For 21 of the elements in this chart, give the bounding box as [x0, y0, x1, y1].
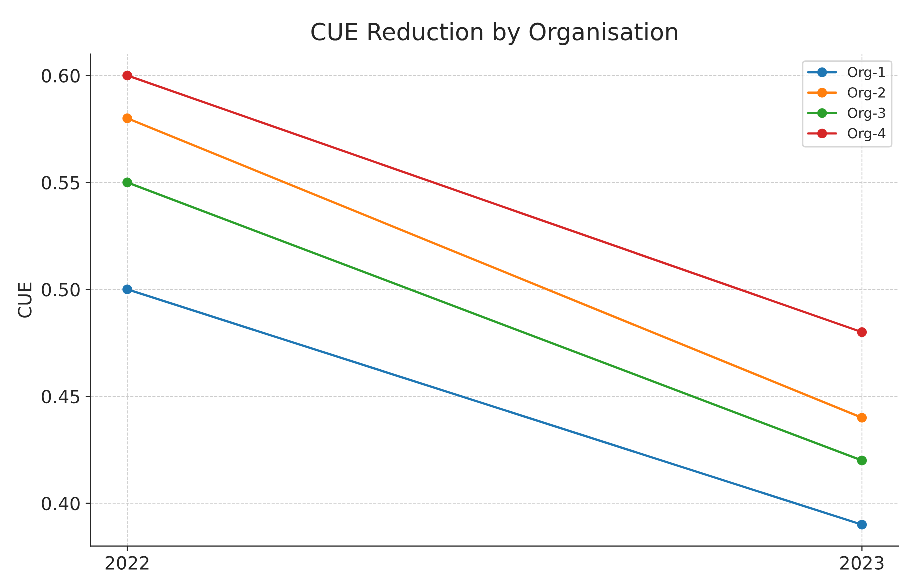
y-tick-label: 0.40: [42, 496, 80, 511]
point: [122, 114, 132, 124]
y-tick-label: 0.55: [42, 176, 80, 190]
chart-title: CUE Reduction by Organisation: [312, 22, 678, 46]
y-tick-label: 0.50: [42, 283, 80, 297]
y-tick-label: 0.60: [42, 69, 80, 83]
legend-label: Org-4: [848, 128, 886, 142]
point: [857, 328, 868, 338]
point: [122, 70, 132, 81]
point: [857, 456, 868, 466]
point: [122, 284, 132, 294]
x-tick-label: 2023: [840, 556, 884, 570]
legend-label: Org-3: [848, 108, 886, 122]
point: [857, 520, 868, 530]
point: [122, 178, 132, 188]
point: [857, 413, 868, 423]
legend-label: Org-1: [848, 67, 886, 80]
y-axis-title: CUE: [18, 282, 32, 318]
legend-label: Org-2: [848, 87, 886, 101]
x-tick-label: 2022: [106, 556, 149, 570]
y-tick-label: 0.45: [42, 390, 80, 404]
